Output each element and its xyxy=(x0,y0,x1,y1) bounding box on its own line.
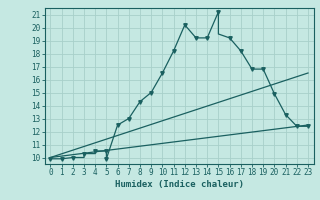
X-axis label: Humidex (Indice chaleur): Humidex (Indice chaleur) xyxy=(115,180,244,189)
